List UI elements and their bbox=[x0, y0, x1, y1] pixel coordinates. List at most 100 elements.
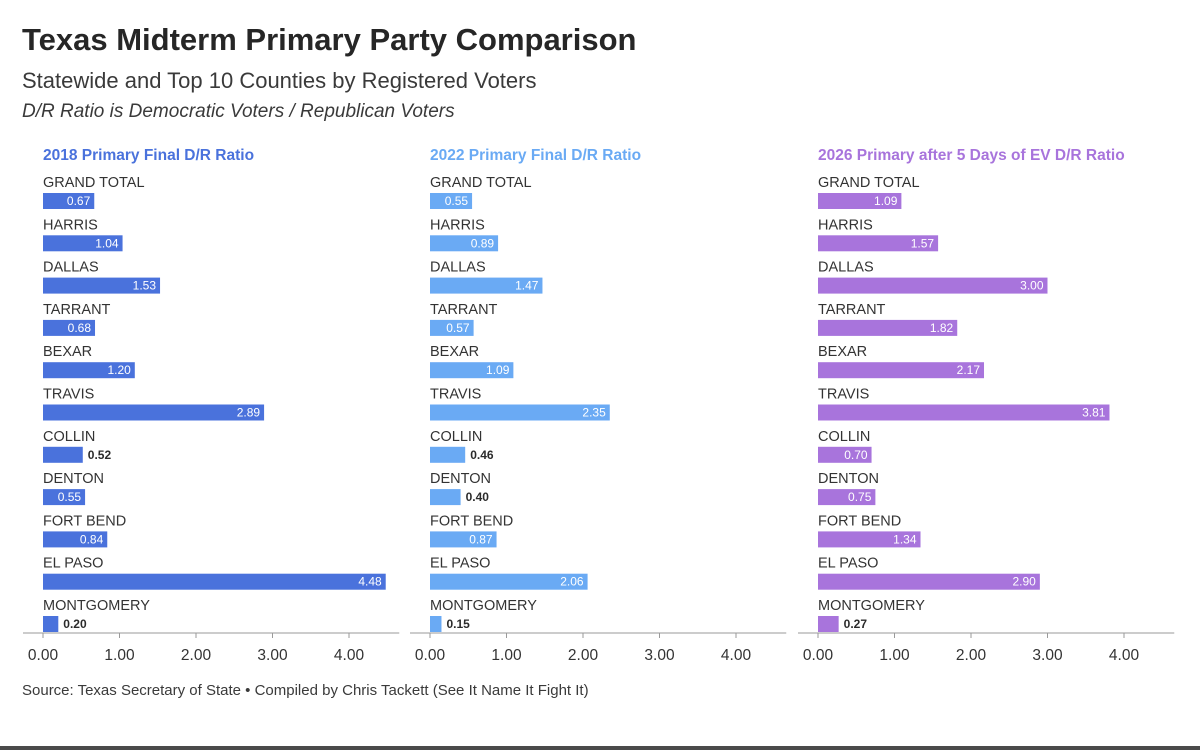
chart-1-x-tick-label: 4.00 bbox=[334, 647, 365, 664]
chart-3-bar bbox=[818, 362, 985, 379]
chart-1-category-label: DENTON bbox=[43, 471, 104, 487]
chart-1-bar bbox=[43, 446, 83, 463]
charts-area: 2018 Primary Final D/R Ratio GRAND TOTAL 0… bbox=[23, 147, 1175, 664]
chart-1-bar bbox=[43, 404, 265, 421]
chart-1-bar bbox=[43, 235, 123, 252]
chart-2-bar bbox=[430, 235, 499, 252]
chart-3-x-tick-label: 2.00 bbox=[956, 647, 987, 664]
chart-2-bar bbox=[430, 319, 474, 336]
chart-2-category-label: FORT BEND bbox=[430, 513, 513, 529]
chart-2-bar bbox=[430, 531, 497, 548]
chart-1-title: 2018 Primary Final D/R Ratio bbox=[43, 147, 254, 164]
chart-3-category-label: BEXAR bbox=[818, 344, 867, 360]
chart-1-bar bbox=[43, 616, 59, 632]
chart-2-category-label: EL PASO bbox=[430, 556, 490, 572]
chart-2-category-label: TRAVIS bbox=[430, 387, 481, 403]
chart-2-value-label: 0.40 bbox=[466, 490, 490, 504]
chart-2-category-label: TARRANT bbox=[430, 302, 498, 318]
chart-2-value-label: 0.15 bbox=[446, 617, 470, 631]
chart-1-value-label: 1.53 bbox=[133, 279, 157, 293]
chart-1-value-label: 0.55 bbox=[58, 490, 82, 504]
chart-3-category-label: EL PASO bbox=[818, 556, 878, 572]
chart-3-value-label: 1.09 bbox=[874, 194, 898, 208]
chart-1-value-label: 1.20 bbox=[107, 363, 131, 377]
chart-3-value-label: 2.90 bbox=[1012, 575, 1036, 589]
chart-2-bar bbox=[430, 573, 588, 590]
chart-2-category-label: DALLAS bbox=[430, 260, 486, 276]
chart-2-value-label: 0.46 bbox=[470, 448, 494, 462]
chart-2-x-tick-label: 1.00 bbox=[491, 647, 522, 664]
chart-1-bar bbox=[43, 277, 161, 294]
chart-2-x-tick-label: 2.00 bbox=[568, 647, 599, 664]
chart-1-category-label: COLLIN bbox=[43, 429, 95, 445]
chart-3-bar bbox=[818, 573, 1040, 590]
chart-1-category-label: TRAVIS bbox=[43, 387, 94, 403]
bottom-rule bbox=[0, 746, 1200, 750]
chart-3-category-label: TARRANT bbox=[818, 302, 886, 318]
ratio-note: D/R Ratio is Democratic Voters / Republi… bbox=[22, 101, 455, 122]
chart-3-bar bbox=[818, 446, 872, 463]
chart-2-value-label: 2.35 bbox=[582, 406, 606, 420]
chart-3-title: 2026 Primary after 5 Days of EV D/R Rati… bbox=[818, 147, 1125, 164]
chart-2-bar bbox=[430, 489, 461, 506]
chart-1-value-label: 0.84 bbox=[80, 532, 104, 546]
chart-3-bar bbox=[818, 193, 902, 209]
chart-3-value-label: 0.70 bbox=[844, 448, 868, 462]
chart-3-bar bbox=[818, 489, 876, 506]
chart-3-value-label: 1.57 bbox=[911, 236, 935, 250]
chart-1-x-tick-label: 2.00 bbox=[181, 647, 212, 664]
chart-2-value-label: 0.57 bbox=[446, 321, 470, 335]
chart-2-value-label: 0.89 bbox=[471, 236, 495, 250]
chart-1-category-label: HARRIS bbox=[43, 217, 98, 233]
chart-3-value-label: 0.27 bbox=[844, 617, 868, 631]
chart-1-category-label: GRAND TOTAL bbox=[43, 175, 145, 191]
page-subtitle: Statewide and Top 10 Counties by Registe… bbox=[22, 68, 537, 93]
chart-1-value-label: 2.89 bbox=[237, 406, 261, 420]
chart-2-bar bbox=[430, 446, 466, 463]
chart-1-value-label: 1.04 bbox=[95, 236, 119, 250]
chart-1-value-label: 0.67 bbox=[67, 194, 91, 208]
chart-3-bar bbox=[818, 616, 839, 632]
chart-2-bar bbox=[430, 404, 610, 421]
chart-3-value-label: 1.34 bbox=[893, 532, 917, 546]
chart-2-value-label: 0.55 bbox=[445, 194, 469, 208]
chart-1-category-label: FORT BEND bbox=[43, 513, 126, 529]
chart-2-bar bbox=[430, 193, 473, 209]
chart-1-bar bbox=[43, 319, 96, 336]
chart-2-category-label: HARRIS bbox=[430, 217, 485, 233]
chart-2-bar bbox=[430, 362, 514, 379]
chart-3-category-label: GRAND TOTAL bbox=[818, 175, 920, 191]
chart-1-bar bbox=[43, 193, 95, 209]
chart-3-category-label: DALLAS bbox=[818, 260, 874, 276]
chart-1-category-label: MONTGOMERY bbox=[43, 598, 150, 614]
chart-2-title: 2022 Primary Final D/R Ratio bbox=[430, 147, 641, 164]
chart-1-x-tick-label: 0.00 bbox=[28, 647, 59, 664]
chart-2-category-label: MONTGOMERY bbox=[430, 598, 537, 614]
chart-3-value-label: 1.82 bbox=[930, 321, 954, 335]
chart-3-bar bbox=[818, 235, 939, 252]
chart-3-value-label: 2.17 bbox=[957, 363, 981, 377]
chart-3-category-label: DENTON bbox=[818, 471, 879, 487]
chart-2-x-tick-label: 4.00 bbox=[721, 647, 752, 664]
chart-1-x-tick-label: 1.00 bbox=[104, 647, 135, 664]
chart-3-bar bbox=[818, 277, 1048, 294]
chart-2-category-label: DENTON bbox=[430, 471, 491, 487]
chart-3-value-label: 3.81 bbox=[1082, 406, 1106, 420]
chart-3-value-label: 0.75 bbox=[848, 490, 872, 504]
chart-1-value-label: 4.48 bbox=[358, 575, 382, 589]
chart-3-x-tick-label: 3.00 bbox=[1032, 647, 1063, 664]
chart-1-value-label: 0.20 bbox=[63, 617, 87, 631]
source-credit: Source: Texas Secretary of State • Compi… bbox=[22, 682, 589, 699]
chart-1-value-label: 0.52 bbox=[88, 448, 112, 462]
chart-3-bar bbox=[818, 404, 1110, 421]
page-title: Texas Midterm Primary Party Comparison bbox=[22, 22, 637, 57]
chart-1-bar bbox=[43, 362, 135, 379]
chart-2-category-label: GRAND TOTAL bbox=[430, 175, 532, 191]
chart-3-x-tick-label: 0.00 bbox=[803, 647, 834, 664]
chart-3-bar bbox=[818, 319, 958, 336]
chart-3-value-label: 3.00 bbox=[1020, 279, 1044, 293]
chart-3-category-label: COLLIN bbox=[818, 429, 870, 445]
chart-2-value-label: 1.47 bbox=[515, 279, 539, 293]
chart-3-category-label: FORT BEND bbox=[818, 513, 901, 529]
chart-1-category-label: TARRANT bbox=[43, 302, 111, 318]
